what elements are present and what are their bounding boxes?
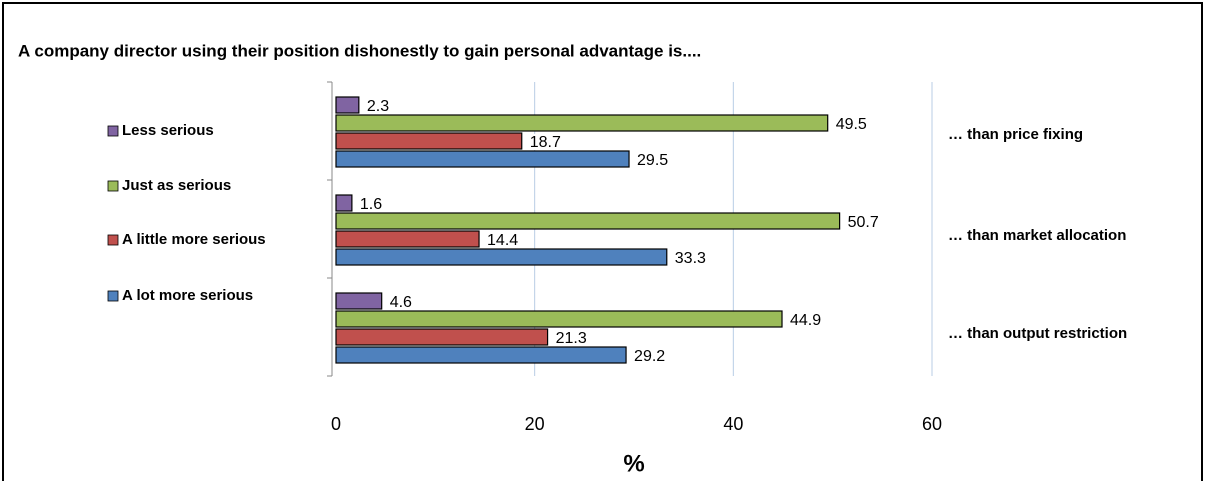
value-label: 4.6 — [390, 294, 412, 311]
category-label: … than output restriction — [948, 325, 1127, 342]
legend-label: Less serious — [122, 122, 214, 139]
legend-swatch — [107, 125, 119, 137]
value-label: 2.3 — [367, 98, 389, 115]
x-tick-label: 0 — [331, 414, 341, 434]
value-label-bg — [631, 348, 671, 364]
value-label-bg — [552, 330, 592, 346]
bar — [335, 230, 480, 248]
bar — [335, 132, 523, 150]
legend-label: Just as serious — [122, 177, 231, 194]
legend-label: A lot more serious — [122, 287, 253, 304]
x-tick-label: 40 — [723, 414, 743, 434]
bar — [335, 96, 360, 114]
value-label: 29.2 — [634, 348, 665, 365]
bar — [335, 194, 353, 212]
value-label: 18.7 — [530, 134, 561, 151]
value-label-bg — [634, 152, 674, 168]
bar — [335, 114, 829, 132]
legend-label: A little more serious — [122, 231, 266, 248]
legend-swatch — [107, 180, 119, 192]
category-label: … than market allocation — [948, 227, 1126, 244]
category-label: … than price fixing — [948, 126, 1083, 143]
bar — [335, 292, 383, 310]
value-label: 49.5 — [836, 116, 867, 133]
value-label: 14.4 — [487, 232, 518, 249]
chart-title: A company director using their position … — [18, 41, 701, 60]
x-axis-title: % — [623, 450, 644, 477]
value-label: 44.9 — [790, 312, 821, 329]
value-label: 1.6 — [360, 196, 382, 213]
value-label: 21.3 — [556, 330, 587, 347]
legend-swatch — [107, 234, 119, 246]
bar — [335, 212, 841, 230]
value-label-bg — [832, 116, 872, 132]
bar — [335, 346, 627, 364]
value-label: 29.5 — [637, 152, 668, 169]
value-label: 33.3 — [675, 250, 706, 267]
bar — [335, 150, 630, 168]
bar — [335, 248, 668, 266]
bar — [335, 310, 783, 328]
value-label-bg — [671, 250, 711, 266]
value-label-bg — [386, 294, 417, 310]
value-label-bg — [356, 196, 388, 212]
value-label-bg — [363, 98, 395, 114]
value-label-bg — [844, 214, 884, 230]
bar — [335, 328, 549, 346]
value-label-bg — [484, 232, 524, 248]
value-label: 50.7 — [848, 214, 879, 231]
value-label-bg — [787, 312, 827, 328]
legend-swatch — [107, 290, 119, 302]
x-tick-label: 20 — [525, 414, 545, 434]
value-label-bg — [526, 134, 566, 150]
x-tick-label: 60 — [922, 414, 942, 434]
